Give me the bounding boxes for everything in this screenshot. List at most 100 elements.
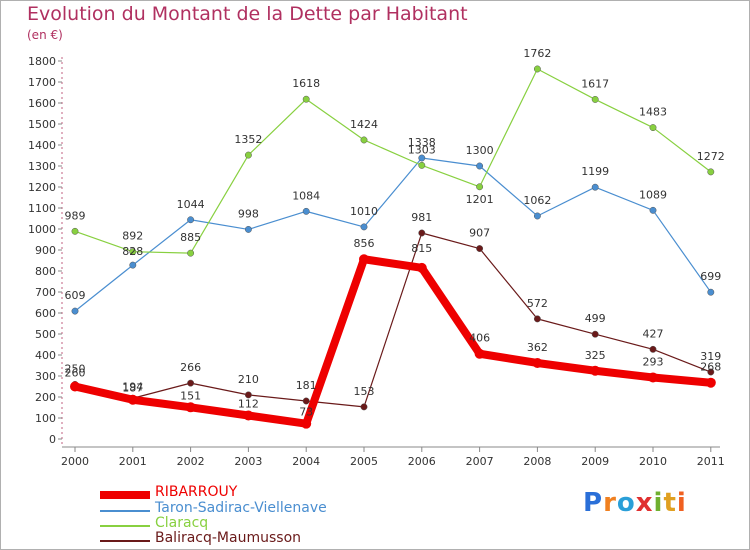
data-label: 1483 xyxy=(639,106,667,119)
data-label: 907 xyxy=(469,227,490,240)
data-label: 266 xyxy=(180,361,201,374)
y-tick-label: 1200 xyxy=(28,181,56,194)
data-label: 319 xyxy=(700,350,721,363)
y-tick-label: 500 xyxy=(35,328,56,341)
data-label: 260 xyxy=(65,366,86,379)
logo-letter: r xyxy=(603,488,617,518)
data-label: 699 xyxy=(700,270,721,283)
data-point xyxy=(187,249,195,257)
data-label: 268 xyxy=(700,361,721,374)
x-tick-label: 2008 xyxy=(523,455,551,468)
data-label: 181 xyxy=(296,379,317,392)
legend-label-taron: Taron-Sadirac-Viellenave xyxy=(155,500,327,516)
data-point xyxy=(474,348,485,359)
x-tick-label: 2004 xyxy=(292,455,320,468)
y-tick-label: 1700 xyxy=(28,76,56,89)
data-point xyxy=(649,124,657,132)
data-point xyxy=(416,262,427,273)
y-tick-label: 600 xyxy=(35,307,56,320)
data-label: 1062 xyxy=(523,194,551,207)
y-tick-label: 700 xyxy=(35,286,56,299)
data-point xyxy=(533,65,541,73)
data-point xyxy=(705,377,716,388)
data-label: 499 xyxy=(585,312,606,325)
logo-letter: i xyxy=(653,488,664,518)
data-point xyxy=(707,368,715,376)
series-layer xyxy=(70,65,716,429)
data-point xyxy=(71,227,79,235)
legend-label-claracq: Claracq xyxy=(155,515,209,531)
data-point xyxy=(476,183,484,191)
data-point xyxy=(707,288,715,296)
data-point xyxy=(707,168,715,176)
x-tick-label: 2006 xyxy=(408,455,436,468)
data-label: 325 xyxy=(585,349,606,362)
data-point xyxy=(244,391,252,399)
data-point xyxy=(359,254,369,265)
data-label: 153 xyxy=(354,385,375,398)
data-label: 1424 xyxy=(350,118,378,131)
data-label: 609 xyxy=(65,289,86,302)
y-tick-label: 1500 xyxy=(28,118,56,131)
data-label: 815 xyxy=(411,242,432,255)
data-point xyxy=(127,394,138,405)
data-label: 1618 xyxy=(292,77,320,90)
data-label: 981 xyxy=(411,211,432,224)
data-label: 151 xyxy=(180,389,201,402)
data-point xyxy=(187,216,195,224)
data-point xyxy=(301,418,312,429)
data-point xyxy=(244,151,252,159)
data-point xyxy=(591,95,599,103)
x-tick-label: 2009 xyxy=(581,455,609,468)
data-point xyxy=(70,381,80,392)
data-point xyxy=(591,330,599,338)
legend-label-ribarrouy: RIBARROUY xyxy=(155,484,238,500)
data-label: 1199 xyxy=(581,165,609,178)
data-point xyxy=(302,95,310,103)
y-tick-label: 300 xyxy=(35,370,56,383)
legend-swatch-ribarrouy xyxy=(100,491,150,499)
logo-letter: o xyxy=(616,488,636,518)
x-tick-label: 2003 xyxy=(234,455,262,468)
x-tick-label: 2002 xyxy=(177,455,205,468)
x-tick-label: 2011 xyxy=(697,455,725,468)
data-point xyxy=(649,206,657,214)
data-point xyxy=(533,315,541,323)
data-label: 250 xyxy=(65,363,86,376)
x-tick-label: 2010 xyxy=(639,455,667,468)
data-point xyxy=(302,397,310,405)
data-point xyxy=(302,207,310,215)
data-label: 1762 xyxy=(523,47,551,60)
data-point xyxy=(129,248,137,256)
data-label: 362 xyxy=(527,341,548,354)
data-label: 885 xyxy=(180,231,201,244)
y-tick-label: 400 xyxy=(35,349,56,362)
series-line-2 xyxy=(74,232,712,408)
data-label: 1338 xyxy=(408,136,436,149)
logo-letter: i xyxy=(676,488,687,518)
chart-subtitle: (en €) xyxy=(27,28,63,42)
legend-swatch-baliracq xyxy=(100,540,150,542)
data-point xyxy=(532,357,543,368)
logo-letter: P xyxy=(583,488,604,518)
data-label: 1300 xyxy=(466,144,494,157)
data-label: 427 xyxy=(643,327,664,340)
legend-swatch-taron xyxy=(100,510,150,512)
data-label: 406 xyxy=(469,332,490,345)
y-tick-label: 200 xyxy=(35,391,56,404)
logo-letter: t xyxy=(663,488,677,518)
data-point xyxy=(476,245,484,252)
y-tick-label: 1000 xyxy=(28,223,56,236)
y-tick-label: 0 xyxy=(49,433,56,446)
data-point xyxy=(243,410,254,421)
data-label: 194 xyxy=(122,380,143,393)
data-label: 293 xyxy=(643,355,664,368)
data-label: 856 xyxy=(354,237,375,250)
x-tick-label: 2007 xyxy=(466,455,494,468)
y-tick-label: 900 xyxy=(35,244,56,257)
data-point xyxy=(533,212,541,220)
data-label: 1044 xyxy=(177,198,205,211)
data-point xyxy=(418,161,426,169)
data-label: 572 xyxy=(527,297,548,310)
